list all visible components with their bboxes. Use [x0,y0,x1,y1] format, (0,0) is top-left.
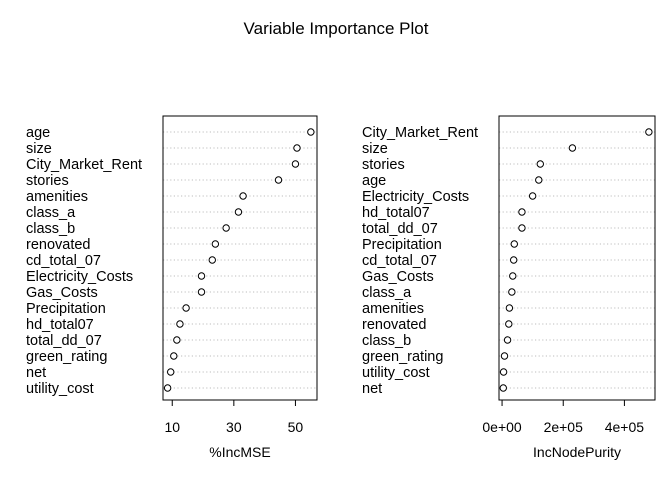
category-label: net [26,365,46,381]
data-point [197,272,206,280]
category-label: renovated [26,237,91,253]
category-label: renovated [362,317,427,333]
x-tick-label: 30 [226,419,242,435]
category-label: total_dd_07 [362,221,438,237]
x-tick-label: 4e+05 [605,419,645,435]
category-label: green_rating [362,349,443,365]
category-label: Precipitation [26,301,106,317]
plot-frame [498,115,656,401]
category-label: cd_total_07 [362,253,437,269]
category-label: City_Market_Rent [26,157,142,173]
data-point [234,208,243,216]
category-label: class_a [26,205,76,221]
data-point [176,320,184,328]
data-point [505,304,514,312]
data-point [535,176,543,184]
x-tick-label: 0e+00 [482,419,522,435]
category-label: Gas_Costs [26,285,98,301]
data-point [291,160,300,168]
category-label: green_rating [26,349,107,365]
panel-incmse: agesizeCity_Market_Rentstoriesamenitiesc… [26,115,318,460]
category-label: Electricity_Costs [26,269,133,285]
category-label: Gas_Costs [362,269,434,285]
category-label: size [362,141,388,157]
category-label: amenities [26,189,88,205]
data-point [568,144,577,152]
data-point [505,320,513,328]
category-label: size [26,141,52,157]
category-label: utility_cost [26,381,94,397]
data-point [222,224,230,232]
category-label: hd_total07 [26,317,94,333]
data-point [500,352,509,360]
category-label: age [26,125,50,141]
category-label: net [362,381,382,397]
x-axis-label: %IncMSE [209,444,270,460]
category-label: stories [26,173,69,189]
data-point [307,128,315,136]
x-axis-label: IncNodePurity [533,444,621,460]
data-point [167,368,175,376]
category-label: utility_cost [362,365,430,381]
data-point [518,208,526,216]
plot-frame [162,115,318,401]
figure-title: Variable Importance Plot [244,19,429,38]
category-label: hd_total07 [362,205,430,221]
data-point [182,304,190,312]
category-label: cd_total_07 [26,253,101,269]
category-label: City_Market_Rent [362,125,478,141]
data-point [509,256,518,264]
data-point [239,192,247,200]
data-point [211,240,220,248]
panel-incnodepurity: City_Market_RentsizestoriesageElectricit… [362,115,656,460]
data-point [518,224,526,232]
category-label: Precipitation [362,237,442,253]
x-tick-label: 2e+05 [544,419,584,435]
category-label: total_dd_07 [26,333,102,349]
data-point [170,352,178,360]
category-label: age [362,173,386,189]
data-point [293,144,301,152]
data-point [509,272,517,280]
data-point [536,160,544,168]
data-point [163,384,172,392]
data-point [208,256,216,264]
data-point [173,336,181,344]
data-point [528,192,537,200]
category-label: class_a [362,285,412,301]
x-tick-label: 50 [288,419,304,435]
data-point [510,240,518,248]
category-label: class_b [362,333,411,349]
x-tick-label: 10 [164,419,180,435]
data-point [499,384,507,392]
data-point [197,288,206,296]
category-label: amenities [362,301,424,317]
data-point [508,288,516,296]
data-point [274,176,283,184]
data-point [503,336,512,344]
data-point [499,368,508,376]
data-point [645,128,653,136]
category-label: stories [362,157,405,173]
category-label: class_b [26,221,75,237]
category-label: Electricity_Costs [362,189,469,205]
